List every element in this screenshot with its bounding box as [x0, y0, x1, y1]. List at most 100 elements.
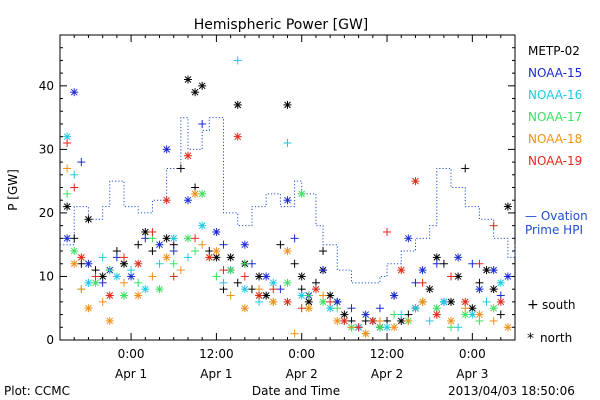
north-point: [383, 323, 392, 332]
south-point: [98, 278, 107, 287]
north-point: [269, 297, 278, 306]
south-point: [347, 323, 356, 332]
south-point: [91, 272, 100, 281]
north-point: [198, 81, 207, 90]
ovation-legend-label: — Ovation: [525, 209, 588, 223]
south-point: [98, 297, 107, 306]
north-point: [233, 132, 242, 141]
north-point: [397, 266, 406, 275]
south-point: [240, 259, 249, 268]
north-point: [475, 285, 484, 294]
south-point: [418, 278, 427, 287]
north-point: [226, 253, 235, 262]
south-point: [191, 247, 200, 256]
north-point: [198, 189, 207, 198]
south-point: [148, 227, 157, 236]
south-point: [219, 266, 228, 275]
south-point: [119, 253, 128, 262]
north-point: [283, 297, 292, 306]
north-point: [496, 297, 505, 306]
north-point: [77, 253, 86, 262]
south-point: [127, 266, 136, 275]
legend-item: NOAA-18: [528, 132, 582, 146]
north-point: [183, 196, 192, 205]
x-axis: 0:00 Apr 1 12:00 Apr 1 0:00 Apr 2 12:00 Apr 2 0:…: [73, 35, 502, 381]
north-point: [411, 177, 420, 186]
south-point: [134, 278, 143, 287]
north-point: [112, 272, 121, 281]
south-point: [183, 253, 192, 262]
north-point: [447, 316, 456, 325]
north-point: [212, 227, 221, 236]
north-point: [183, 234, 192, 243]
north-point: [489, 266, 498, 275]
south-point: [354, 323, 363, 332]
x-axis-label: Date and Time: [252, 384, 340, 398]
north-point: [468, 310, 477, 319]
south-point: [169, 272, 178, 281]
north-point: [105, 316, 114, 325]
north-point: [283, 247, 292, 256]
south-point: [70, 234, 79, 243]
north-point: [503, 202, 512, 211]
south-point: [276, 240, 285, 249]
south-point: [269, 285, 278, 294]
south-point: [169, 247, 178, 256]
legend-item: METP-02: [528, 44, 580, 58]
south-point: [326, 297, 335, 306]
north-point: [169, 234, 178, 243]
north-point: [70, 88, 79, 97]
north-point: [326, 291, 335, 300]
south-point: [290, 234, 299, 243]
x-tick-date-label: Apr 2: [286, 367, 318, 381]
south-point: [191, 234, 200, 243]
south-point: [176, 266, 185, 275]
south-point: [134, 240, 143, 249]
north-point: [70, 247, 79, 256]
south-point: [70, 183, 79, 192]
x-tick-date-label: Apr 1: [200, 367, 232, 381]
south-point: [77, 285, 86, 294]
north-point: [425, 285, 434, 294]
south-point: [105, 266, 114, 275]
south-point: [425, 316, 434, 325]
north-point: [311, 285, 320, 294]
south-point: [98, 253, 107, 262]
south-point: [432, 259, 441, 268]
y-tick-label: 10: [39, 269, 54, 283]
north-point: [297, 189, 306, 198]
south-point: [63, 164, 72, 173]
north-point: [283, 196, 292, 205]
north-point: [503, 323, 512, 332]
x-tick-date-label: Apr 2: [371, 367, 403, 381]
north-point: [205, 253, 214, 262]
north-point: [404, 234, 413, 243]
south-point: [63, 139, 72, 148]
y-tick-label: 20: [39, 206, 54, 220]
north-point: [119, 291, 128, 300]
north-point: [489, 285, 498, 294]
south-point: [219, 240, 228, 249]
chart-title: Hemispheric Power [GW]: [194, 17, 369, 33]
y-tick-label: 30: [39, 142, 54, 156]
north-point: [297, 291, 306, 300]
south-point: [475, 259, 484, 268]
north-point: [461, 297, 470, 306]
north-point: [503, 272, 512, 281]
south-point: [411, 278, 420, 287]
marker-legend-south: + south: [527, 297, 576, 313]
y-tick-label: 0: [46, 333, 54, 347]
north-point: [198, 221, 207, 230]
north-point: [454, 253, 463, 262]
south-point: [119, 278, 128, 287]
north-point: [361, 329, 370, 338]
north-point: [84, 259, 93, 268]
north-label: north: [540, 331, 572, 345]
x-tick-time-label: 0:00: [118, 347, 145, 361]
marker-legend-north: * north: [527, 331, 572, 347]
south-point: [176, 164, 185, 173]
north-point: [233, 100, 242, 109]
north-point: [411, 304, 420, 313]
north-point: [454, 272, 463, 281]
north-point: [439, 297, 448, 306]
